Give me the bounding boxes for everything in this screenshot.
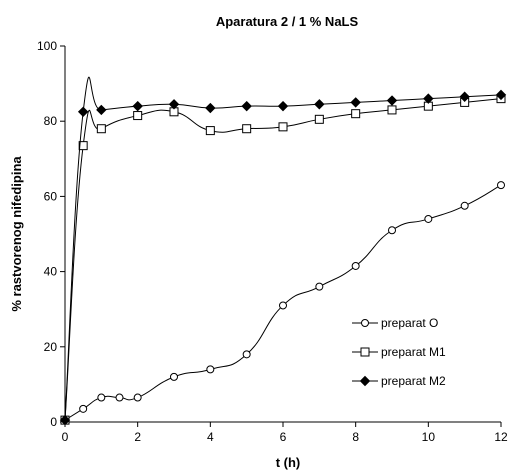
data-point bbox=[241, 100, 252, 112]
legend-item: preparat M2 bbox=[352, 374, 446, 388]
axes: 0 20 40 60 80 100 0 2 4 6 8 10 12 bbox=[37, 39, 508, 444]
data-point bbox=[388, 226, 396, 235]
legend: preparat O preparat M1 preparat M2 bbox=[352, 316, 446, 388]
legend-label: preparat M1 bbox=[381, 345, 446, 359]
data-point bbox=[460, 201, 469, 210]
y-axis-label: % rastvorenog nifedipina bbox=[9, 156, 24, 312]
series-line bbox=[64, 76, 502, 421]
series-preparat-m2 bbox=[59, 76, 507, 426]
data-point bbox=[351, 109, 361, 119]
data-point bbox=[133, 111, 143, 121]
data-point bbox=[170, 372, 178, 381]
data-point bbox=[77, 106, 89, 118]
data-point bbox=[59, 414, 71, 426]
x-axis-label: t (h) bbox=[276, 455, 301, 470]
data-point bbox=[315, 282, 324, 291]
data-point bbox=[115, 393, 124, 402]
chart-title: Aparatura 2 / 1 % NaLS bbox=[216, 14, 359, 29]
data-point bbox=[314, 99, 325, 110]
data-point bbox=[497, 181, 505, 190]
data-point bbox=[424, 214, 433, 223]
data-point bbox=[242, 350, 251, 359]
data-point bbox=[459, 91, 470, 102]
legend-item: preparat O bbox=[352, 316, 438, 330]
data-point bbox=[205, 102, 216, 114]
data-point bbox=[78, 141, 88, 151]
y-tick-label: 40 bbox=[44, 265, 58, 279]
data-point bbox=[277, 100, 289, 112]
y-tick-label: 80 bbox=[44, 114, 58, 128]
x-tick-label: 10 bbox=[422, 430, 436, 444]
data-point bbox=[242, 124, 252, 134]
data-point bbox=[79, 404, 88, 413]
x-tick-label: 0 bbox=[62, 430, 69, 444]
data-point bbox=[206, 365, 215, 374]
legend-marker bbox=[360, 347, 370, 357]
data-point bbox=[386, 95, 398, 106]
legend-label: preparat M2 bbox=[381, 374, 446, 388]
data-point bbox=[423, 93, 434, 104]
data-point bbox=[351, 261, 360, 270]
legend-marker bbox=[361, 319, 369, 327]
data-point bbox=[387, 105, 397, 115]
legend-marker bbox=[359, 375, 371, 387]
y-tick-label: 20 bbox=[44, 340, 58, 354]
legend-label: preparat O bbox=[381, 316, 438, 330]
data-point bbox=[350, 97, 361, 108]
y-tick-label: 60 bbox=[44, 189, 58, 203]
data-point bbox=[133, 393, 142, 402]
data-point bbox=[96, 124, 106, 134]
data-point bbox=[279, 301, 287, 310]
plot-area bbox=[59, 76, 507, 426]
data-point bbox=[495, 89, 507, 101]
data-point bbox=[314, 114, 324, 124]
x-tick-label: 6 bbox=[280, 430, 287, 444]
series-preparat-o bbox=[61, 181, 505, 425]
series-line bbox=[64, 98, 502, 421]
y-tick-label: 100 bbox=[37, 39, 57, 53]
data-point bbox=[132, 100, 143, 112]
data-point bbox=[96, 104, 107, 116]
data-point bbox=[168, 99, 180, 110]
x-tick-label: 2 bbox=[134, 430, 141, 444]
data-point bbox=[278, 122, 288, 132]
x-tick-label: 8 bbox=[352, 430, 359, 444]
data-point bbox=[97, 393, 106, 402]
x-tick-label: 4 bbox=[207, 430, 214, 444]
y-tick-label: 0 bbox=[50, 415, 57, 429]
x-tick-label: 12 bbox=[494, 430, 508, 444]
legend-item: preparat M1 bbox=[352, 345, 446, 359]
data-point bbox=[205, 126, 215, 136]
